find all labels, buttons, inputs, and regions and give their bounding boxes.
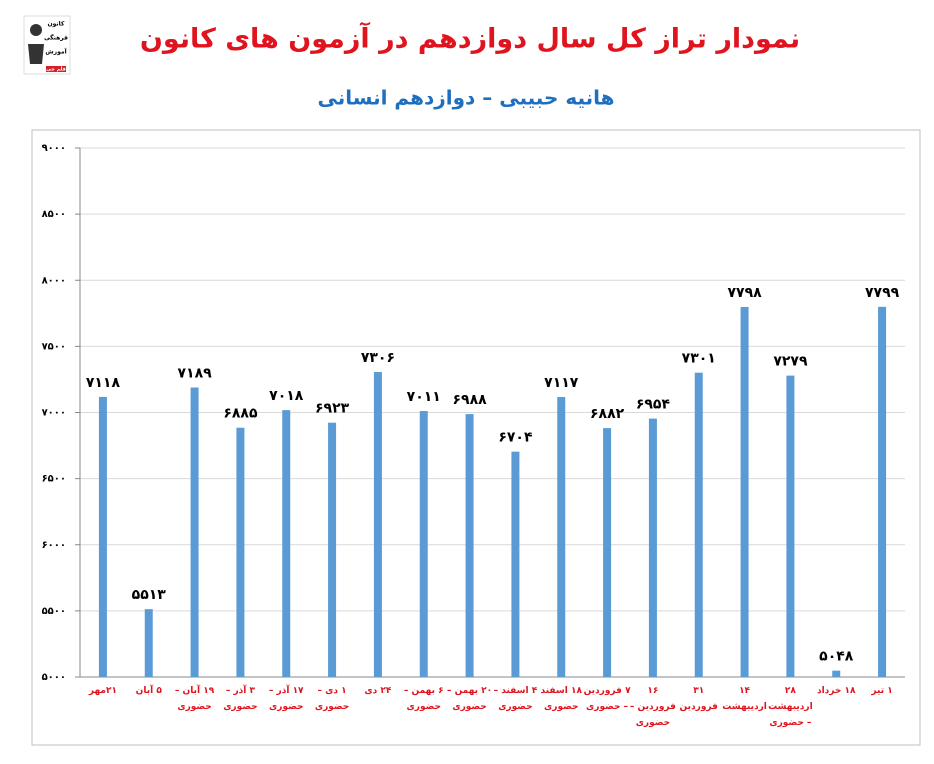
- bar: [419, 411, 428, 677]
- x-tick-label: ۵ آبان: [135, 686, 162, 696]
- x-tick-label: ۱ تیر: [871, 686, 893, 696]
- bar: [465, 414, 474, 677]
- logo: [23, 15, 71, 75]
- bar: [328, 422, 337, 677]
- data-label: ۷۷۹۸: [727, 285, 762, 301]
- data-label: ۵۵۱۳: [132, 587, 167, 603]
- bar: [832, 670, 841, 677]
- x-tick-label: ۳۱ فروردین: [679, 686, 718, 712]
- bar: [603, 428, 612, 677]
- y-tick-label: ۸۰۰۰: [42, 275, 66, 286]
- bar: [144, 609, 153, 677]
- bar: [740, 306, 749, 677]
- logo-body: [28, 44, 44, 64]
- x-tick-label: ۱۸ اسفند حضوری: [540, 686, 582, 712]
- x-tick-label: ۲۴ دی: [364, 686, 392, 696]
- x-tick-label: ۱۸ خرداد: [816, 686, 856, 696]
- data-label: ۷۱۱۷: [544, 375, 579, 391]
- x-tick-label: ۲۰ بهمن – حضوری: [446, 686, 493, 712]
- data-label: ۷۰۱۸: [269, 388, 304, 404]
- x-tick-label: ۲۸ اردیبهشت – حضوری: [768, 686, 813, 728]
- y-tick-label: ۷۵۰۰: [42, 341, 66, 352]
- bar: [557, 397, 566, 677]
- x-tick-label: ۷ فروردین – حضوری: [583, 686, 631, 712]
- bar: [786, 375, 795, 677]
- y-tick-label: ۵۰۰۰: [42, 672, 66, 683]
- bar: [373, 372, 382, 677]
- logo-head: [30, 24, 42, 36]
- y-tick-label: ۵۵۰۰: [42, 606, 66, 617]
- x-tick-label: ۱۶ فروردین – حضوری: [629, 686, 676, 728]
- data-label: ۷۰۱۱: [407, 389, 441, 405]
- x-tick-label: ۱۷ آذر – حضوری: [268, 686, 304, 712]
- logo-text: آموزش: [45, 47, 67, 56]
- data-label: ۷۳۰۱: [682, 351, 716, 367]
- data-label: ۷۷۹۹: [865, 285, 900, 301]
- data-label: ۷۳۰۶: [361, 350, 395, 366]
- data-label: ۶۹۵۴: [636, 397, 671, 413]
- chart-title: نمودار تراز کل سال دوازدهم در آزمون های …: [140, 22, 800, 55]
- chart-border: [31, 129, 921, 746]
- bar: [878, 306, 887, 677]
- data-label: ۶۸۸۵: [223, 406, 258, 422]
- bar: [648, 418, 657, 677]
- data-label: ۶۷۰۴: [498, 430, 533, 446]
- bar: [236, 427, 245, 677]
- x-tick-label: ۱۹ آبان – حضوری: [174, 686, 215, 712]
- x-tick-label: ۱ دی – حضوری: [314, 686, 350, 712]
- x-tick-label: ۳ آذر – حضوری: [223, 686, 258, 712]
- logo-text: قلم چی: [46, 67, 66, 73]
- data-label: ۷۲۷۹: [773, 354, 808, 370]
- y-tick-label: ۶۵۰۰: [42, 474, 66, 485]
- bar: [190, 387, 199, 677]
- bar: [694, 372, 703, 677]
- data-label: ۷۱۸۹: [177, 366, 212, 382]
- logo-badge: [46, 66, 66, 72]
- data-label: ۶۸۸۲: [590, 406, 625, 422]
- data-label: ۵۰۴۸: [819, 649, 854, 665]
- bar: [98, 396, 107, 677]
- bar: [511, 451, 520, 677]
- x-tick-label: ۴ اسفند – حضوری: [493, 686, 538, 712]
- logo-text: کانون: [48, 21, 65, 28]
- data-label: ۶۹۲۳: [315, 401, 350, 417]
- y-tick-label: ۸۵۰۰: [42, 209, 66, 220]
- y-tick-label: ۶۰۰۰: [42, 540, 66, 551]
- y-tick-label: ۹۰۰۰: [42, 143, 66, 154]
- data-label: ۷۱۱۸: [86, 375, 121, 391]
- chart-subtitle: هانیه حبیبی – دوازدهم انسانی: [317, 86, 614, 110]
- y-tick-label: ۷۰۰۰: [42, 408, 66, 419]
- data-label: ۶۹۸۸: [452, 392, 487, 408]
- x-tick-label: ۱۴ اردیبهشت: [722, 686, 767, 712]
- bar: [282, 410, 291, 677]
- logo-text: فرهنگی: [44, 34, 68, 42]
- x-tick-label: ۲۱مهر: [88, 686, 117, 696]
- x-tick-label: ۶ بهمن – حضوری: [403, 686, 444, 712]
